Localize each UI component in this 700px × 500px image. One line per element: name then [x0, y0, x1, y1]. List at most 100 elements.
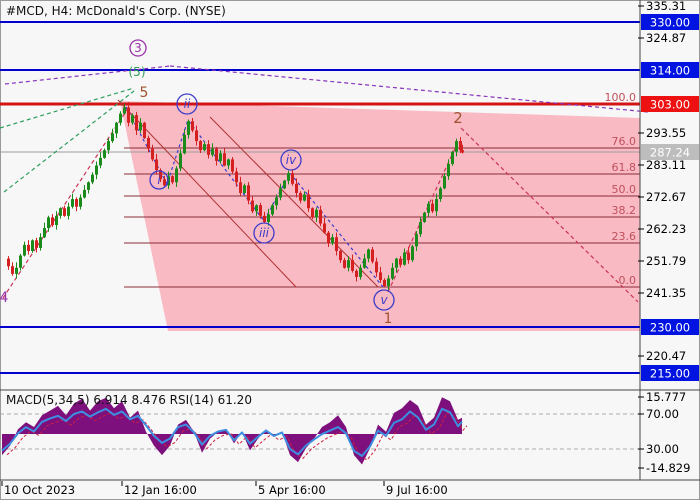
price-tick-label: 293.55 [646, 126, 686, 140]
candle-body [443, 176, 446, 189]
wave-label-1: 1 [384, 311, 393, 327]
candle-body [371, 249, 374, 262]
wave-circle-ii [176, 93, 198, 115]
fib-label-50.0: 50.0 [612, 183, 637, 196]
candle-body [387, 278, 390, 287]
price-tick-label: 272.67 [646, 190, 686, 204]
candle-body [439, 188, 442, 200]
candle-body [411, 246, 414, 261]
trendline-channel-upper [117, 99, 297, 288]
price-badge-label: 287.24 [650, 146, 690, 160]
candle-body [35, 240, 38, 248]
fib-label-76.0: 76.0 [612, 135, 637, 148]
wave-label-ii: ii [184, 97, 191, 111]
candle-body [175, 168, 178, 183]
candle-body [207, 144, 210, 155]
candle-body [215, 148, 218, 161]
candle-body [63, 208, 66, 216]
candle-body [67, 206, 70, 216]
wave-label-i: i [157, 173, 161, 187]
price-badge-303.00 [641, 96, 699, 112]
candle-body [263, 215, 266, 222]
candle-body [231, 159, 234, 172]
price-badge-330.00 [641, 14, 699, 30]
wave-labels-layer: 100.076.061.850.038.223.60.03(5)5iiiiiii… [0, 39, 637, 327]
indicator-label: MACD(5,34,5) 6.914 8.476 RSI(14) 61.20 [6, 393, 252, 407]
trendline-green-wedge-upper [0, 87, 135, 129]
candle-body [335, 237, 338, 251]
candle-body [191, 121, 194, 131]
price-badge-label: 230.00 [650, 321, 690, 335]
price-badge-287.24 [641, 144, 699, 160]
candle-body [59, 208, 62, 216]
candle-body [139, 122, 142, 131]
candle-body [283, 180, 286, 189]
wave-label-2: 2 [453, 109, 463, 127]
candle-body [179, 153, 182, 169]
candle-body [395, 258, 398, 268]
candle-body [87, 182, 90, 190]
candle-body [247, 185, 250, 201]
candle-body [447, 163, 450, 177]
candle-body [115, 122, 118, 134]
candle-body [23, 244, 26, 256]
osc-tick-label: 15.777 [646, 390, 686, 404]
price-badge-215.00 [641, 365, 699, 381]
trendline-support-diagonal-dashed [2, 109, 128, 299]
candle-body [435, 199, 438, 212]
trendline-projection-down [460, 127, 639, 303]
date-label: 9 Jul 16:00 [386, 483, 448, 497]
osc-tick-label: 70.00 [646, 407, 679, 421]
candle-body [127, 107, 130, 123]
candle-body [339, 250, 342, 261]
candle-body [135, 115, 138, 131]
price-tick-label: 335.31 [646, 0, 686, 13]
candle-body [407, 252, 410, 261]
candle-body [55, 215, 58, 226]
osc-tick-label: 30.00 [646, 442, 679, 456]
candle-body [227, 159, 230, 166]
candle-body [255, 205, 258, 212]
candle-body [219, 153, 222, 161]
candle-body [47, 217, 50, 229]
candle-body [363, 258, 366, 268]
candle-body [415, 234, 418, 247]
wave-label-iii: iii [259, 226, 270, 240]
candle-body [83, 189, 86, 198]
trendline-purple-trend-right [169, 65, 649, 113]
wave-label-(5): (5) [129, 65, 146, 79]
candle-body [251, 200, 254, 212]
oscillator-panel [0, 397, 640, 465]
candle-body [183, 134, 186, 154]
fib-label-0.0: 0.0 [619, 274, 637, 287]
candle-body [111, 133, 114, 142]
candle-body [331, 237, 334, 244]
wave-circle-iv [280, 149, 302, 171]
chart-symbol-title: #MCD, H4: McDonald's Corp. (NYSE) [6, 4, 226, 18]
candle-body [103, 150, 106, 158]
wave-circle-v [373, 289, 395, 311]
fib-label-61.8: 61.8 [612, 161, 637, 174]
candle-body [461, 150, 464, 153]
candle-body [427, 203, 430, 213]
candle-body [375, 261, 378, 273]
wave-label-4: 4 [0, 290, 9, 306]
candle-body [399, 258, 402, 265]
fib-label-38.2: 38.2 [612, 204, 637, 217]
candle-body [39, 237, 42, 248]
candle-body [159, 170, 162, 180]
candle-body [195, 130, 198, 142]
candle-body [79, 197, 82, 207]
candle-body [75, 199, 78, 207]
candle-body [359, 267, 362, 277]
candle-body [199, 141, 202, 151]
price-tick-label: 283.11 [646, 158, 686, 172]
candle-body [343, 260, 346, 268]
candle-body [319, 209, 322, 224]
candle-body [7, 258, 10, 267]
candle-body [419, 221, 422, 235]
price-tick-label: 251.79 [646, 254, 686, 268]
